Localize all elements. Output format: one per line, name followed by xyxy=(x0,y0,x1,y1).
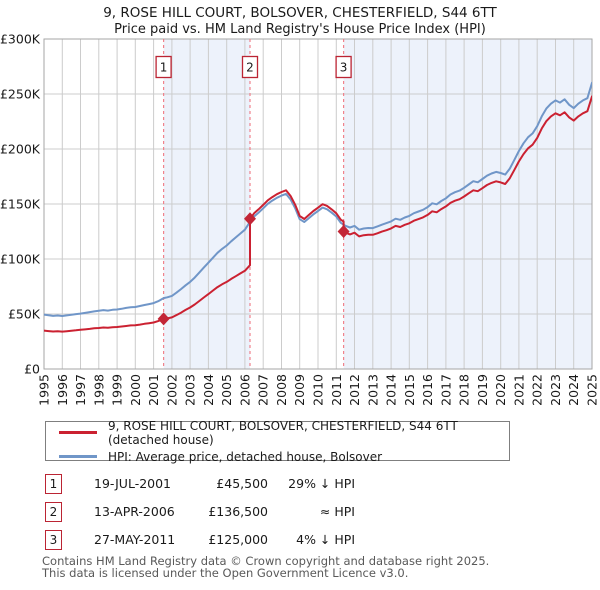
x-tick-label: 2013 xyxy=(365,374,380,406)
sale-marker-diamond xyxy=(337,225,350,238)
x-tick-label: 2012 xyxy=(347,374,362,406)
x-tick-label: 2000 xyxy=(128,374,143,406)
x-tick-label: 2002 xyxy=(164,374,179,406)
sale-markers xyxy=(157,212,350,326)
sale-number-box xyxy=(241,55,259,79)
x-tick-label: 2009 xyxy=(292,374,307,406)
x-tick-label: 2022 xyxy=(530,374,545,406)
sale-price: £136,500 xyxy=(208,504,268,519)
x-axis-labels: 1995 1996 1997 1998 1999 2000 2001 2002 2003 2004… xyxy=(37,374,600,406)
property-line-swatch xyxy=(59,431,97,434)
y-tick-label: £300K xyxy=(0,32,41,47)
footer: Contains HM Land Registry data © Crown c… xyxy=(42,554,490,580)
sale-date: 13-APR-2006 xyxy=(94,504,175,519)
sale-lines xyxy=(163,39,345,369)
footer-line-1: Contains HM Land Registry data © Crown c… xyxy=(42,554,490,568)
x-tick-label: 2018 xyxy=(457,374,472,406)
x-tick-label: 2025 xyxy=(585,374,600,406)
chart-legend: 9, ROSE HILL COURT, BOLSOVER, CHESTERFIE… xyxy=(45,419,510,464)
sale-marker-diamond xyxy=(244,212,256,226)
x-tick-label: 2008 xyxy=(274,374,289,406)
x-tick-label: 2016 xyxy=(420,374,435,406)
x-tick-label: 2010 xyxy=(311,374,326,406)
x-tick-label: 1999 xyxy=(110,374,125,406)
x-tick-label: 2021 xyxy=(511,374,526,406)
y-tick-label: £150K xyxy=(0,197,41,212)
footer-line-2: This data is licensed under the Open Gov… xyxy=(42,565,409,580)
sale-number: 3 xyxy=(340,61,348,75)
sale-number: 2 xyxy=(246,61,254,75)
x-tick-label: 1997 xyxy=(73,374,88,406)
x-tick-label: 2003 xyxy=(183,374,198,406)
x-tick-label: 2023 xyxy=(548,374,563,406)
sale-vs-hpi: 4% ↓ HPI xyxy=(296,532,355,547)
sale-number: 1 xyxy=(160,61,168,75)
x-tick-label: 1998 xyxy=(91,374,106,406)
sale-number-badge: 1 xyxy=(45,474,62,494)
sale-number-badge: 2 xyxy=(45,502,62,522)
x-tick-label: 2004 xyxy=(201,374,216,406)
legend-item-hpi: HPI: Average price, detached house, Bols… xyxy=(46,450,509,464)
y-tick-label: £0 xyxy=(24,362,40,377)
x-tick-label: 2001 xyxy=(146,374,161,406)
legend-item-property: 9, ROSE HILL COURT, BOLSOVER, CHESTERFIE… xyxy=(46,419,509,447)
sale-date: 27-MAY-2011 xyxy=(94,532,176,547)
property-line xyxy=(44,95,592,333)
x-tick-label: 1995 xyxy=(37,374,52,406)
x-tick-label: 2024 xyxy=(566,374,581,406)
sale-price: £45,500 xyxy=(216,476,268,491)
sale-row-3: 3 27-MAY-2011 £125,000 4% ↓ HPI xyxy=(0,530,600,552)
sale-row-1: 1 19-JUL-2001 £45,500 29% ↓ HPI xyxy=(0,474,600,496)
x-tick-label: 2019 xyxy=(475,374,490,406)
legend-label-hpi: HPI: Average price, detached house, Bols… xyxy=(108,449,383,464)
x-tick-label: 2007 xyxy=(256,374,271,406)
y-tick-label: £50K xyxy=(8,307,41,322)
x-tick-label: 1996 xyxy=(55,374,70,406)
sale-number-badge: 3 xyxy=(45,530,62,550)
plot-border xyxy=(43,38,593,370)
sale-row-2: 2 13-APR-2006 £136,500 ≈ HPI xyxy=(0,502,600,524)
sale-vs-hpi: ≈ HPI xyxy=(319,504,355,519)
sale-number-box xyxy=(155,55,172,79)
y-tick-label: £250K xyxy=(0,87,41,102)
legend-label-property: 9, ROSE HILL COURT, BOLSOVER, CHESTERFIE… xyxy=(108,418,458,447)
hpi-line-swatch xyxy=(59,455,97,458)
sale-vs-hpi: 29% ↓ HPI xyxy=(288,476,355,491)
sale-price: £125,000 xyxy=(208,532,268,547)
hpi-line xyxy=(44,81,592,317)
series-lines xyxy=(44,81,592,333)
page-subtitle: Price paid vs. HM Land Registry's House … xyxy=(114,22,486,37)
page-title: 9, ROSE HILL COURT, BOLSOVER, CHESTERFIE… xyxy=(103,5,497,21)
x-tick-label: 2005 xyxy=(219,374,234,406)
sale-marker-diamond xyxy=(157,312,170,326)
x-tick-label: 2017 xyxy=(438,374,453,406)
sale-labels: 1 2 3 xyxy=(155,55,352,79)
x-tick-label: 2015 xyxy=(402,374,417,406)
y-tick-label: £200K xyxy=(0,142,41,157)
y-axis-labels: £0 £50K £100K £150K £200K £250K £300K xyxy=(0,32,41,377)
x-tick-label: 2011 xyxy=(329,374,344,406)
x-tick-label: 2020 xyxy=(493,374,508,406)
y-tick-label: £100K xyxy=(0,252,41,267)
x-tick-label: 2006 xyxy=(237,374,252,406)
sale-number-box xyxy=(335,55,352,79)
sale-date: 19-JUL-2001 xyxy=(94,476,172,491)
x-tick-label: 2014 xyxy=(384,374,399,406)
